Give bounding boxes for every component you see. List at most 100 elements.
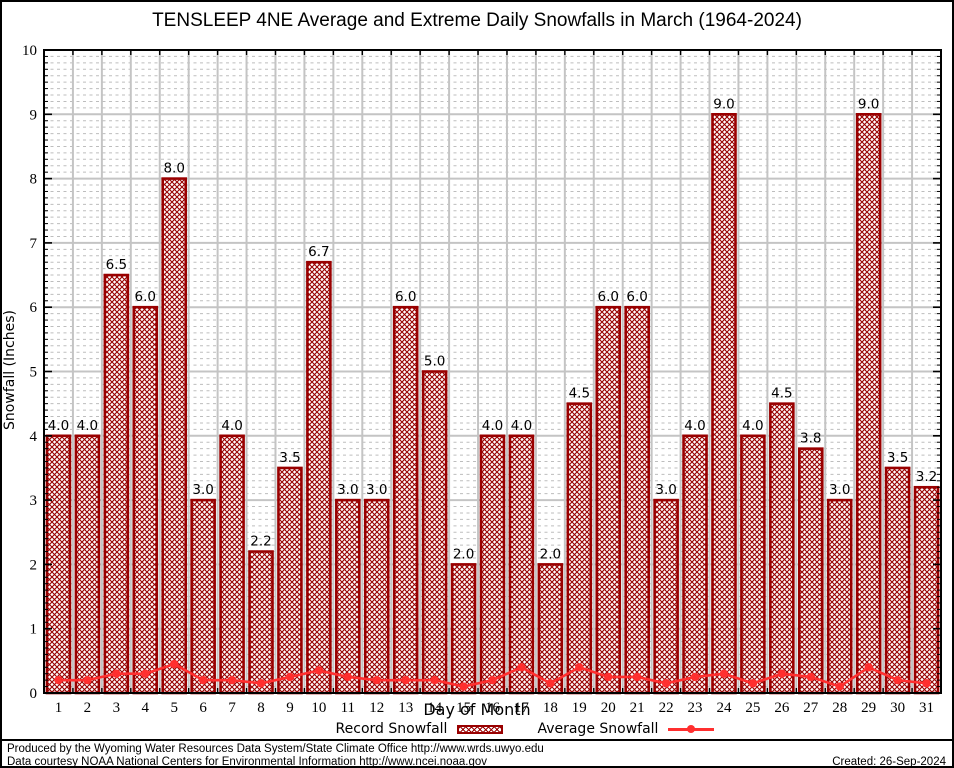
bar-day-20 bbox=[595, 305, 622, 695]
y-tick-label: 5 bbox=[30, 365, 38, 381]
x-tick-label: 1 bbox=[55, 700, 63, 716]
bar-day-4 bbox=[132, 305, 159, 695]
x-tick-label: 24 bbox=[716, 700, 732, 716]
bar-day-13 bbox=[392, 305, 419, 695]
bar-day-9 bbox=[277, 466, 303, 695]
x-tick-label: 11 bbox=[341, 700, 355, 716]
x-tick-label: 16 bbox=[485, 700, 501, 716]
average-point-day-13 bbox=[401, 675, 410, 685]
x-tick-label: 2 bbox=[84, 700, 92, 716]
average-point-day-4 bbox=[141, 669, 150, 678]
average-point-day-30 bbox=[893, 675, 902, 685]
x-tick-label: 30 bbox=[890, 700, 905, 716]
bar-day-8 bbox=[248, 550, 274, 695]
y-tick-label: 2 bbox=[30, 557, 38, 573]
bar-value-label: 4.0 bbox=[77, 418, 98, 434]
average-point-day-18 bbox=[546, 679, 555, 688]
average-point-day-16 bbox=[488, 675, 497, 685]
bar-day-5 bbox=[161, 177, 188, 695]
bar-value-label: 4.0 bbox=[511, 418, 532, 434]
y-tick-labels: 0 1 2 3 4 5 6 7 8 9 10 bbox=[22, 43, 38, 702]
bar-day-30 bbox=[884, 466, 911, 695]
bar-day-11 bbox=[335, 498, 361, 695]
x-tick-label: 17 bbox=[514, 700, 530, 716]
average-point-day-22 bbox=[661, 679, 671, 688]
x-tick-label: 6 bbox=[199, 700, 207, 716]
bar-day-23 bbox=[682, 434, 708, 695]
bar-day-19 bbox=[566, 402, 593, 695]
x-tick-label: 19 bbox=[572, 700, 587, 716]
x-tick-label: 23 bbox=[688, 700, 703, 716]
y-tick-label: 6 bbox=[30, 300, 38, 316]
average-point-day-7 bbox=[227, 675, 237, 685]
y-tick-label: 8 bbox=[30, 172, 38, 188]
average-point-day-5 bbox=[170, 659, 179, 669]
bar-day-28 bbox=[826, 498, 853, 695]
bar-value-label: 6.0 bbox=[135, 289, 156, 305]
average-snowfall-line-icon bbox=[668, 724, 715, 734]
average-point-day-29 bbox=[864, 663, 873, 672]
bar-value-label: 3.0 bbox=[655, 482, 676, 498]
average-point-day-9 bbox=[285, 672, 295, 682]
x-tick-label: 3 bbox=[113, 700, 121, 716]
bar-value-label: 3.8 bbox=[800, 431, 821, 447]
bar-value-label: 4.5 bbox=[569, 386, 590, 402]
y-axis-title: Snowfall (Inches) bbox=[2, 310, 18, 430]
bar-value-label: 6.0 bbox=[597, 289, 618, 305]
footer-credit-wrds: Produced by the Wyoming Water Resources … bbox=[7, 743, 544, 755]
legend-average-label: Average Snowfall bbox=[537, 721, 659, 737]
axis-ticks bbox=[44, 50, 941, 693]
bar-value-label: 4.0 bbox=[48, 418, 69, 434]
bar-value-label: 3.0 bbox=[192, 482, 213, 498]
footer-row: Data courtesy NOAA National Centers for … bbox=[7, 756, 946, 766]
x-tick-label: 26 bbox=[774, 700, 790, 716]
average-point-day-20 bbox=[604, 672, 613, 682]
bar-day-22 bbox=[653, 498, 679, 695]
bar-value-label: 6.7 bbox=[308, 244, 329, 260]
bar-value-label: 2.0 bbox=[540, 546, 561, 562]
bar-value-label: 4.0 bbox=[482, 418, 503, 434]
x-tick-label: 15 bbox=[456, 700, 471, 716]
bar-value-label: 3.5 bbox=[887, 450, 908, 466]
page-title: TENSLEEP 4NE Average and Extreme Daily S… bbox=[152, 10, 802, 31]
average-point-day-19 bbox=[575, 663, 584, 672]
bar-value-label: 6.0 bbox=[395, 289, 416, 305]
bar-day-26 bbox=[769, 402, 795, 695]
average-point-day-24 bbox=[719, 669, 729, 678]
x-tick-label: 22 bbox=[659, 700, 674, 716]
average-point-day-25 bbox=[748, 679, 758, 688]
bar-day-24 bbox=[711, 113, 737, 695]
average-point-day-10 bbox=[314, 666, 324, 675]
average-snowfall-line bbox=[54, 659, 931, 691]
average-point-day-27 bbox=[806, 672, 815, 682]
x-tick-label: 12 bbox=[369, 700, 384, 716]
x-tick-label: 9 bbox=[286, 700, 294, 716]
x-tick-label: 14 bbox=[427, 700, 443, 716]
x-tick-label: 5 bbox=[170, 700, 178, 716]
bar-day-12 bbox=[363, 498, 390, 695]
x-tick-label: 20 bbox=[601, 700, 616, 716]
average-point-day-3 bbox=[112, 669, 121, 678]
bar-day-14 bbox=[421, 370, 448, 695]
y-tick-label: 0 bbox=[30, 686, 38, 702]
bar-value-label: 8.0 bbox=[163, 161, 184, 177]
average-point-day-15 bbox=[459, 682, 468, 691]
bar-day-27 bbox=[797, 447, 824, 695]
x-tick-label: 28 bbox=[832, 700, 847, 716]
x-tick-label: 7 bbox=[228, 700, 236, 716]
x-tick-label: 27 bbox=[803, 700, 819, 716]
record-snowfall-swatch-icon bbox=[457, 724, 504, 734]
bar-value-label: 3.2 bbox=[916, 469, 937, 485]
bar-value-label: 9.0 bbox=[858, 96, 879, 112]
gridlines-vertical bbox=[71, 50, 914, 693]
bar-value-label: 4.0 bbox=[742, 418, 763, 434]
bar-day-3 bbox=[103, 273, 130, 695]
x-tick-labels: 1 2 3 4 5 6 7 8 9 10 11 12 13 14 15 16 17 18 19 20 21 22 23 24 2… bbox=[55, 700, 934, 716]
y-tick-label: 4 bbox=[30, 429, 38, 445]
average-point-day-2 bbox=[83, 675, 92, 685]
bar-value-label: 3.0 bbox=[829, 482, 850, 498]
average-point-day-1 bbox=[54, 675, 63, 685]
average-point-day-28 bbox=[835, 682, 844, 691]
bar-day-15 bbox=[450, 563, 477, 695]
